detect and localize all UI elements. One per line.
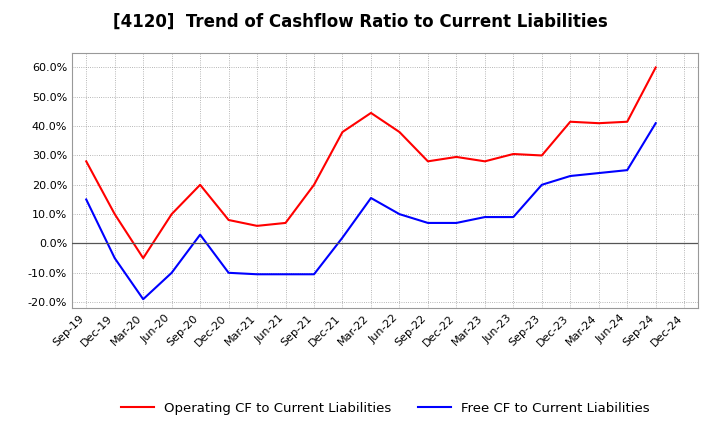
Legend: Operating CF to Current Liabilities, Free CF to Current Liabilities: Operating CF to Current Liabilities, Fre…: [115, 396, 655, 420]
Free CF to Current Liabilities: [196, 232, 204, 237]
Free CF to Current Liabilities: [566, 173, 575, 179]
Free CF to Current Liabilities: [253, 271, 261, 277]
Free CF to Current Liabilities: [338, 235, 347, 240]
Operating CF to Current Liabilities: [167, 212, 176, 217]
Operating CF to Current Liabilities: [282, 220, 290, 226]
Operating CF to Current Liabilities: [338, 129, 347, 135]
Free CF to Current Liabilities: [167, 270, 176, 275]
Operating CF to Current Liabilities: [595, 121, 603, 126]
Line: Operating CF to Current Liabilities: Operating CF to Current Liabilities: [86, 67, 656, 258]
Free CF to Current Liabilities: [139, 297, 148, 302]
Operating CF to Current Liabilities: [139, 256, 148, 261]
Operating CF to Current Liabilities: [310, 182, 318, 187]
Free CF to Current Liabilities: [110, 256, 119, 261]
Free CF to Current Liabilities: [652, 121, 660, 126]
Free CF to Current Liabilities: [82, 197, 91, 202]
Free CF to Current Liabilities: [537, 182, 546, 187]
Operating CF to Current Liabilities: [537, 153, 546, 158]
Free CF to Current Liabilities: [595, 170, 603, 176]
Operating CF to Current Liabilities: [452, 154, 461, 160]
Operating CF to Current Liabilities: [652, 65, 660, 70]
Operating CF to Current Liabilities: [423, 159, 432, 164]
Free CF to Current Liabilities: [480, 214, 489, 220]
Free CF to Current Liabilities: [423, 220, 432, 226]
Free CF to Current Liabilities: [452, 220, 461, 226]
Operating CF to Current Liabilities: [509, 151, 518, 157]
Free CF to Current Liabilities: [366, 195, 375, 201]
Operating CF to Current Liabilities: [623, 119, 631, 125]
Free CF to Current Liabilities: [310, 271, 318, 277]
Free CF to Current Liabilities: [623, 168, 631, 173]
Operating CF to Current Liabilities: [253, 223, 261, 228]
Operating CF to Current Liabilities: [395, 129, 404, 135]
Operating CF to Current Liabilities: [225, 217, 233, 223]
Operating CF to Current Liabilities: [110, 212, 119, 217]
Free CF to Current Liabilities: [282, 271, 290, 277]
Operating CF to Current Liabilities: [196, 182, 204, 187]
Operating CF to Current Liabilities: [566, 119, 575, 125]
Operating CF to Current Liabilities: [366, 110, 375, 116]
Free CF to Current Liabilities: [509, 214, 518, 220]
Operating CF to Current Liabilities: [480, 159, 489, 164]
Text: [4120]  Trend of Cashflow Ratio to Current Liabilities: [4120] Trend of Cashflow Ratio to Curren…: [112, 13, 608, 31]
Free CF to Current Liabilities: [395, 212, 404, 217]
Line: Free CF to Current Liabilities: Free CF to Current Liabilities: [86, 123, 656, 299]
Free CF to Current Liabilities: [225, 270, 233, 275]
Operating CF to Current Liabilities: [82, 159, 91, 164]
